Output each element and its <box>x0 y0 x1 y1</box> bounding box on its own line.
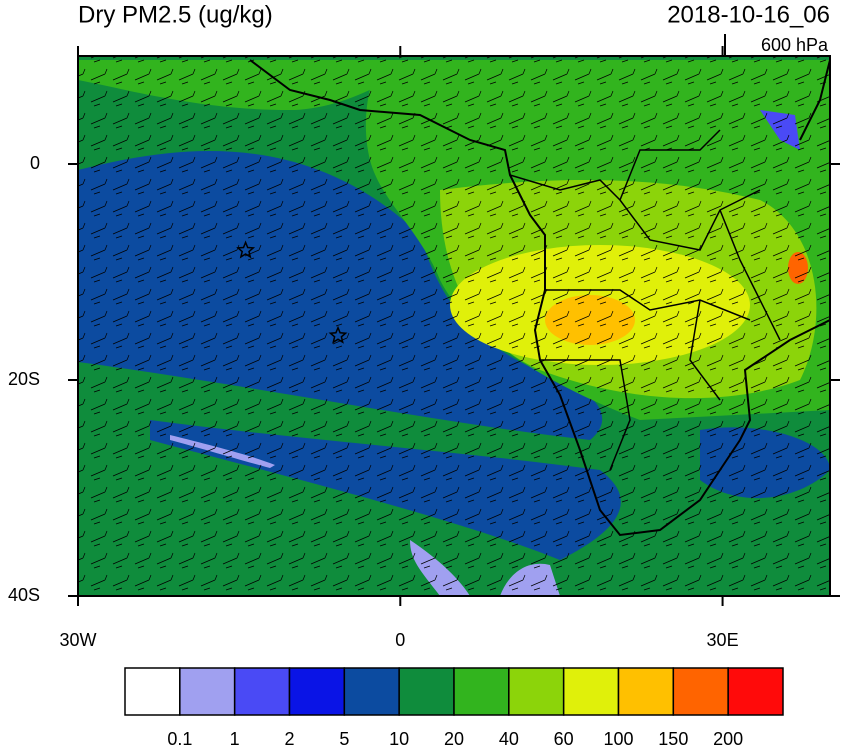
colorbar-label: 10 <box>389 729 409 749</box>
colorbar-label: 1 <box>230 729 240 749</box>
y-tick-label: 40S <box>8 585 40 605</box>
colorbar-swatch <box>398 667 455 716</box>
y-tick-label: 20S <box>8 369 40 389</box>
colorbar-swatch <box>617 667 675 716</box>
colorbar-label: 5 <box>339 729 349 749</box>
map-title: Dry PM2.5 (ug/kg) <box>78 1 273 28</box>
station-marker <box>328 325 348 344</box>
colorbar-label: 150 <box>658 729 688 749</box>
colorbar: 0.1 1 2 5 10 20 40 60 100 150 200 <box>124 667 784 749</box>
colorbar-label: 100 <box>603 729 633 749</box>
colorbar-swatch <box>343 667 400 716</box>
map-field <box>78 56 830 596</box>
x-tick-label: 0 <box>395 630 405 650</box>
x-tick-label: 30E <box>707 630 739 650</box>
colorbar-swatch <box>124 667 181 716</box>
colorbar-swatch <box>672 667 729 716</box>
colorbar-label: 2 <box>284 729 294 749</box>
colorbar-swatch <box>179 667 236 716</box>
colorbar-label: 0.1 <box>167 729 192 749</box>
colorbar-swatch <box>727 667 784 716</box>
colorbar-label: 200 <box>713 729 743 749</box>
pressure-level: 600 hPa <box>761 35 829 55</box>
borders <box>509 129 781 471</box>
wind-barbs <box>78 56 830 596</box>
colorbar-swatch <box>562 667 620 716</box>
colorbar-label: 40 <box>499 729 519 749</box>
colorbar-label: 60 <box>554 729 574 749</box>
map-frame <box>77 55 831 597</box>
valid-time: 2018-10-16_06 <box>667 1 830 28</box>
station-marker <box>236 240 256 259</box>
colorbar-swatch <box>288 667 346 716</box>
y-tick-label: 0 <box>30 153 40 173</box>
colorbar-swatch <box>508 667 565 716</box>
colorbar-swatch <box>453 667 510 716</box>
x-tick-label: 30W <box>59 630 96 650</box>
colorbar-swatch <box>233 667 291 716</box>
colorbar-label: 20 <box>444 729 464 749</box>
